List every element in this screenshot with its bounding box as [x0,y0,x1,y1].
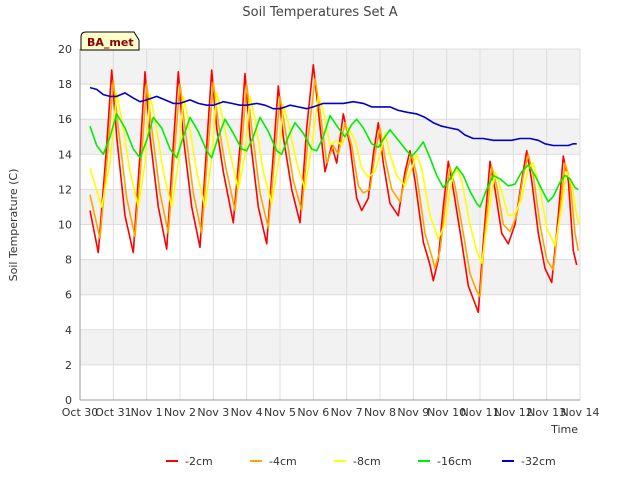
x-tick-label: Nov 10 [427,406,466,419]
series-line-16cm [89,113,579,208]
y-tick-label: 10 [58,219,72,232]
x-tick-label: Oct 31 [95,406,132,419]
legend: -2cm -4cm -8cm -16cm -32cm [166,455,556,468]
legend-entry-label: -8cm [353,455,381,468]
plot-band [80,259,580,295]
legend-entry-label: -16cm [437,455,472,468]
x-tick-label: Nov 8 [364,406,396,419]
x-tick-label: Nov 6 [297,406,329,419]
y-tick-label: 6 [65,289,72,302]
x-tick-label: Nov 3 [197,406,229,419]
y-tick-label: 0 [65,394,72,407]
x-tick-label: Nov 2 [164,406,196,419]
x-tick-label: Nov 1 [131,406,163,419]
y-tick-label: 2 [65,359,72,372]
y-tick-label: 20 [58,43,72,56]
plot-band [80,119,580,155]
legend-entry-label: -2cm [185,455,213,468]
series-line-2cm [89,64,578,314]
x-tick-label: Nov 7 [331,406,363,419]
plot-band [80,329,580,365]
y-axis-ticks: 0 2 4 6 8 10 12 14 16 18 20 [58,43,72,407]
y-tick-label: 16 [58,113,72,126]
x-tick-label: Nov 9 [397,406,429,419]
series-lines [89,64,580,314]
y-tick-label: 12 [58,183,72,196]
legend-entry-label: -4cm [269,455,297,468]
grid-lines [79,48,581,401]
badge-label: BA_met [87,36,134,49]
badge-box [80,31,140,51]
plot-band [80,189,580,225]
legend-entry-label: -32cm [521,455,556,468]
y-tick-label: 8 [65,254,72,267]
x-tick-label: Nov 11 [461,406,500,419]
series-line-4cm [89,78,580,298]
chart-title: Soil Temperatures Set A [242,5,397,20]
x-tick-label: Nov 12 [494,406,533,419]
plot-band [80,49,580,85]
x-tick-label: Nov 5 [264,406,296,419]
x-tick-label: Nov 14 [561,406,600,419]
y-tick-label: 4 [65,324,72,337]
y-axis-label: Soil Temperature (C) [7,169,20,282]
x-axis-label: Time [550,423,578,436]
x-tick-label: Nov 13 [527,406,566,419]
x-tick-label: Nov 4 [231,406,263,419]
y-tick-label: 14 [58,148,72,161]
series-line-32cm [89,86,577,147]
x-tick-label: Oct 30 [62,406,99,419]
site-badge: BA_met [80,31,140,51]
y-tick-label: 18 [58,78,72,91]
